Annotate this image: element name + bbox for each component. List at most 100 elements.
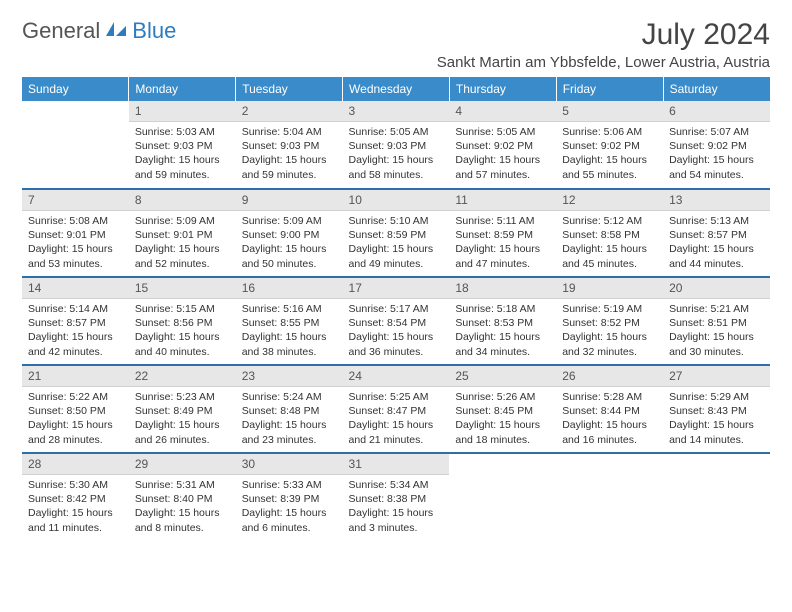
day-details: Sunrise: 5:08 AMSunset: 9:01 PMDaylight:… — [22, 211, 129, 275]
day-details: Sunrise: 5:19 AMSunset: 8:52 PMDaylight:… — [556, 299, 663, 363]
weekday-header: Thursday — [449, 77, 556, 101]
day-number: 11 — [449, 190, 556, 211]
calendar-cell: 15Sunrise: 5:15 AMSunset: 8:56 PMDayligh… — [129, 277, 236, 365]
calendar-cell: 2Sunrise: 5:04 AMSunset: 9:03 PMDaylight… — [236, 101, 343, 189]
day-details: Sunrise: 5:23 AMSunset: 8:49 PMDaylight:… — [129, 387, 236, 451]
day-details: Sunrise: 5:14 AMSunset: 8:57 PMDaylight:… — [22, 299, 129, 363]
calendar-table: SundayMondayTuesdayWednesdayThursdayFrid… — [22, 77, 770, 541]
day-number: 1 — [129, 101, 236, 122]
calendar-cell: 24Sunrise: 5:25 AMSunset: 8:47 PMDayligh… — [343, 365, 450, 453]
day-number: 9 — [236, 190, 343, 211]
day-details: Sunrise: 5:29 AMSunset: 8:43 PMDaylight:… — [663, 387, 770, 451]
day-number: 14 — [22, 278, 129, 299]
brand-part2: Blue — [132, 18, 176, 44]
day-details: Sunrise: 5:31 AMSunset: 8:40 PMDaylight:… — [129, 475, 236, 539]
calendar-head: SundayMondayTuesdayWednesdayThursdayFrid… — [22, 77, 770, 101]
day-number: 5 — [556, 101, 663, 122]
calendar-cell: 26Sunrise: 5:28 AMSunset: 8:44 PMDayligh… — [556, 365, 663, 453]
day-details: Sunrise: 5:13 AMSunset: 8:57 PMDaylight:… — [663, 211, 770, 275]
calendar-cell: 10Sunrise: 5:10 AMSunset: 8:59 PMDayligh… — [343, 189, 450, 277]
day-number: 13 — [663, 190, 770, 211]
calendar-cell: 7Sunrise: 5:08 AMSunset: 9:01 PMDaylight… — [22, 189, 129, 277]
day-number: 3 — [343, 101, 450, 122]
calendar-cell: 25Sunrise: 5:26 AMSunset: 8:45 PMDayligh… — [449, 365, 556, 453]
calendar-cell: 19Sunrise: 5:19 AMSunset: 8:52 PMDayligh… — [556, 277, 663, 365]
day-number: 19 — [556, 278, 663, 299]
calendar-cell: 12Sunrise: 5:12 AMSunset: 8:58 PMDayligh… — [556, 189, 663, 277]
day-details: Sunrise: 5:33 AMSunset: 8:39 PMDaylight:… — [236, 475, 343, 539]
day-number: 31 — [343, 454, 450, 475]
day-number: 29 — [129, 454, 236, 475]
weekday-header: Monday — [129, 77, 236, 101]
day-details: Sunrise: 5:10 AMSunset: 8:59 PMDaylight:… — [343, 211, 450, 275]
day-details: Sunrise: 5:21 AMSunset: 8:51 PMDaylight:… — [663, 299, 770, 363]
sails-icon — [104, 18, 128, 44]
calendar-cell: . — [556, 453, 663, 541]
day-details: Sunrise: 5:34 AMSunset: 8:38 PMDaylight:… — [343, 475, 450, 539]
calendar-week-row: 28Sunrise: 5:30 AMSunset: 8:42 PMDayligh… — [22, 453, 770, 541]
day-details: Sunrise: 5:04 AMSunset: 9:03 PMDaylight:… — [236, 122, 343, 186]
day-details: Sunrise: 5:12 AMSunset: 8:58 PMDaylight:… — [556, 211, 663, 275]
day-number: 30 — [236, 454, 343, 475]
weekday-header: Saturday — [663, 77, 770, 101]
day-details: Sunrise: 5:06 AMSunset: 9:02 PMDaylight:… — [556, 122, 663, 186]
day-number: 26 — [556, 366, 663, 387]
calendar-cell: 22Sunrise: 5:23 AMSunset: 8:49 PMDayligh… — [129, 365, 236, 453]
day-details: Sunrise: 5:16 AMSunset: 8:55 PMDaylight:… — [236, 299, 343, 363]
day-number: 8 — [129, 190, 236, 211]
brand-part1: General — [22, 18, 100, 44]
day-details: Sunrise: 5:30 AMSunset: 8:42 PMDaylight:… — [22, 475, 129, 539]
day-number: 18 — [449, 278, 556, 299]
weekday-header: Sunday — [22, 77, 129, 101]
calendar-cell: 6Sunrise: 5:07 AMSunset: 9:02 PMDaylight… — [663, 101, 770, 189]
calendar-cell: 18Sunrise: 5:18 AMSunset: 8:53 PMDayligh… — [449, 277, 556, 365]
calendar-cell: 21Sunrise: 5:22 AMSunset: 8:50 PMDayligh… — [22, 365, 129, 453]
weekday-header: Wednesday — [343, 77, 450, 101]
day-details: Sunrise: 5:07 AMSunset: 9:02 PMDaylight:… — [663, 122, 770, 186]
day-number: 17 — [343, 278, 450, 299]
weekday-header: Friday — [556, 77, 663, 101]
day-number: 12 — [556, 190, 663, 211]
day-number: 28 — [22, 454, 129, 475]
calendar-cell: 27Sunrise: 5:29 AMSunset: 8:43 PMDayligh… — [663, 365, 770, 453]
month-title: July 2024 — [437, 18, 770, 52]
calendar-cell: 4Sunrise: 5:05 AMSunset: 9:02 PMDaylight… — [449, 101, 556, 189]
day-number: 22 — [129, 366, 236, 387]
day-details: Sunrise: 5:18 AMSunset: 8:53 PMDaylight:… — [449, 299, 556, 363]
calendar-cell: 17Sunrise: 5:17 AMSunset: 8:54 PMDayligh… — [343, 277, 450, 365]
day-number: 24 — [343, 366, 450, 387]
day-number: 2 — [236, 101, 343, 122]
day-number: 10 — [343, 190, 450, 211]
day-number: 15 — [129, 278, 236, 299]
day-details: Sunrise: 5:22 AMSunset: 8:50 PMDaylight:… — [22, 387, 129, 451]
day-number: 25 — [449, 366, 556, 387]
day-number: 16 — [236, 278, 343, 299]
day-number: 20 — [663, 278, 770, 299]
day-number: 4 — [449, 101, 556, 122]
day-details: Sunrise: 5:15 AMSunset: 8:56 PMDaylight:… — [129, 299, 236, 363]
calendar-cell: 20Sunrise: 5:21 AMSunset: 8:51 PMDayligh… — [663, 277, 770, 365]
calendar-cell: 23Sunrise: 5:24 AMSunset: 8:48 PMDayligh… — [236, 365, 343, 453]
day-details: Sunrise: 5:05 AMSunset: 9:02 PMDaylight:… — [449, 122, 556, 186]
calendar-week-row: 7Sunrise: 5:08 AMSunset: 9:01 PMDaylight… — [22, 189, 770, 277]
calendar-cell: 28Sunrise: 5:30 AMSunset: 8:42 PMDayligh… — [22, 453, 129, 541]
day-details: Sunrise: 5:28 AMSunset: 8:44 PMDaylight:… — [556, 387, 663, 451]
calendar-cell: 8Sunrise: 5:09 AMSunset: 9:01 PMDaylight… — [129, 189, 236, 277]
calendar-cell: 3Sunrise: 5:05 AMSunset: 9:03 PMDaylight… — [343, 101, 450, 189]
calendar-week-row: .1Sunrise: 5:03 AMSunset: 9:03 PMDayligh… — [22, 101, 770, 189]
day-number: 23 — [236, 366, 343, 387]
day-details: Sunrise: 5:09 AMSunset: 9:00 PMDaylight:… — [236, 211, 343, 275]
day-details: Sunrise: 5:11 AMSunset: 8:59 PMDaylight:… — [449, 211, 556, 275]
calendar-cell: 30Sunrise: 5:33 AMSunset: 8:39 PMDayligh… — [236, 453, 343, 541]
calendar-cell: . — [449, 453, 556, 541]
day-details: Sunrise: 5:24 AMSunset: 8:48 PMDaylight:… — [236, 387, 343, 451]
day-details: Sunrise: 5:25 AMSunset: 8:47 PMDaylight:… — [343, 387, 450, 451]
page-header: General Blue July 2024 Sankt Martin am Y… — [22, 18, 770, 71]
day-details: Sunrise: 5:26 AMSunset: 8:45 PMDaylight:… — [449, 387, 556, 451]
day-number: 21 — [22, 366, 129, 387]
calendar-cell: 13Sunrise: 5:13 AMSunset: 8:57 PMDayligh… — [663, 189, 770, 277]
day-details: Sunrise: 5:05 AMSunset: 9:03 PMDaylight:… — [343, 122, 450, 186]
title-block: July 2024 Sankt Martin am Ybbsfelde, Low… — [437, 18, 770, 71]
day-details: Sunrise: 5:09 AMSunset: 9:01 PMDaylight:… — [129, 211, 236, 275]
calendar-cell: 31Sunrise: 5:34 AMSunset: 8:38 PMDayligh… — [343, 453, 450, 541]
